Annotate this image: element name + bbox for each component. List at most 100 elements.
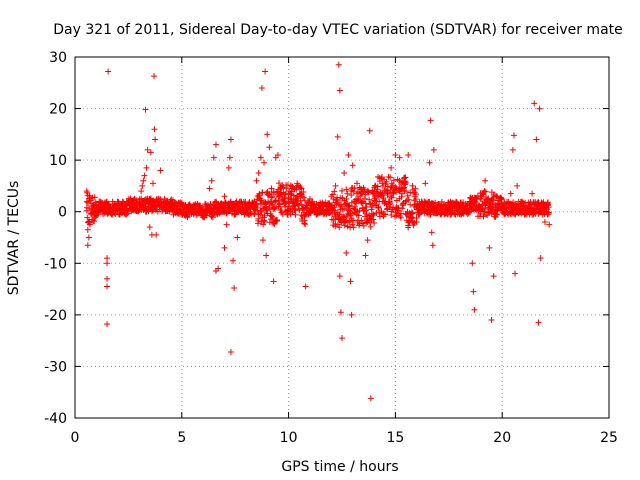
data-point — [91, 211, 98, 218]
y-tick-label: 20 — [49, 102, 67, 118]
data-point — [336, 273, 343, 280]
data-point — [347, 278, 354, 285]
y-tick-label: -20 — [44, 308, 67, 324]
dense-point — [201, 213, 208, 220]
data-point — [403, 188, 410, 195]
data-point — [435, 200, 442, 207]
chart-title: Day 321 of 2011, Sidereal Day-to-day VTE… — [53, 22, 623, 38]
dense-point — [278, 207, 285, 214]
dense-point — [91, 194, 98, 201]
data-point — [392, 151, 399, 158]
data-point — [546, 221, 553, 228]
data-point — [456, 202, 463, 209]
data-point — [105, 68, 112, 75]
data-point — [83, 188, 90, 195]
dense-point — [84, 214, 91, 221]
data-point — [298, 185, 305, 192]
dense-point — [269, 214, 276, 221]
data-point — [247, 203, 254, 210]
data-point — [136, 200, 143, 207]
data-point — [490, 273, 497, 280]
dense-point — [342, 200, 349, 207]
data-point — [383, 188, 390, 195]
data-point — [418, 206, 425, 213]
y-tick-label: -30 — [44, 359, 67, 375]
dense-point — [344, 190, 351, 197]
dense-point — [334, 199, 341, 206]
dense-point — [276, 180, 283, 187]
dense-point — [375, 204, 382, 211]
data-point — [206, 185, 213, 192]
dense-point — [388, 211, 395, 218]
x-axis-label: GPS time / hours — [281, 459, 398, 475]
data-point — [337, 309, 344, 316]
data-point — [226, 154, 233, 161]
dense-point — [247, 209, 254, 216]
dense-point — [399, 205, 406, 212]
dense-point — [260, 221, 267, 228]
dense-point — [267, 210, 274, 217]
dense-point — [477, 210, 484, 217]
dense-point — [295, 202, 302, 209]
data-point — [396, 154, 403, 161]
data-point — [174, 201, 181, 208]
data-point — [537, 255, 544, 262]
dense-point — [372, 182, 379, 189]
dense-point — [282, 200, 289, 207]
data-point — [467, 200, 474, 207]
data-point — [499, 203, 506, 210]
data-point — [89, 216, 96, 223]
data-point — [255, 170, 262, 177]
axis-ticks: 0 5 10 15 20 25 -40 -30 -20 -10 0 10 20 30 — [44, 50, 618, 446]
dense-point — [358, 199, 365, 206]
dense-point — [271, 205, 278, 212]
data-point — [259, 237, 266, 244]
x-tick-label: 0 — [71, 430, 80, 446]
data-point — [242, 207, 249, 214]
grid-lines — [75, 57, 609, 418]
dense-point — [388, 193, 395, 200]
dense-point — [485, 195, 492, 202]
data-point — [319, 206, 326, 213]
dense-point — [277, 185, 284, 192]
dense-point — [255, 215, 262, 222]
data-point — [429, 242, 436, 249]
dense-point — [360, 222, 367, 229]
data-point — [104, 283, 111, 290]
dense-point — [405, 222, 412, 229]
data-point — [541, 219, 548, 226]
data-point — [509, 146, 516, 153]
dense-point — [263, 203, 270, 210]
data-point — [315, 204, 322, 211]
dense-point — [298, 201, 305, 208]
dense-point — [302, 221, 309, 228]
data-point — [507, 190, 514, 197]
data-point — [428, 229, 435, 236]
data-point — [104, 260, 111, 267]
dense-point — [493, 211, 500, 218]
data-point — [104, 321, 111, 328]
data-point — [257, 154, 264, 161]
dense-point — [301, 197, 308, 204]
data-point — [221, 244, 228, 251]
dense-point — [263, 206, 270, 213]
dense-point — [363, 211, 370, 218]
data-point — [217, 200, 224, 207]
dense-point — [545, 211, 552, 218]
data-point — [533, 136, 540, 143]
data-point — [225, 164, 232, 171]
data-point — [388, 164, 395, 171]
data-point — [106, 205, 113, 212]
data-point — [208, 177, 215, 184]
data-point — [281, 195, 288, 202]
dense-point — [362, 200, 369, 207]
dense-point — [336, 224, 343, 231]
data-point — [535, 319, 542, 326]
dense-point — [480, 213, 487, 220]
dense-point — [339, 187, 345, 194]
data-points — [83, 61, 553, 402]
dense-point — [366, 196, 373, 203]
dense-point — [482, 188, 489, 195]
data-point — [178, 203, 185, 210]
dense-point — [484, 212, 491, 219]
